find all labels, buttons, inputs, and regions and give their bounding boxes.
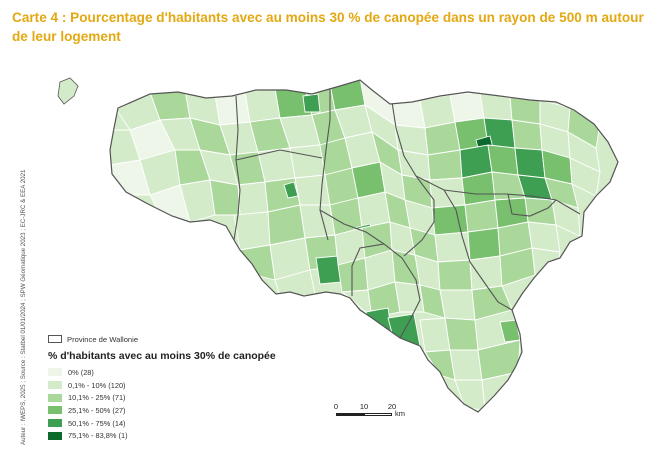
municipality <box>365 307 393 341</box>
legend-item-0: 0% (28) <box>48 366 348 379</box>
municipality <box>302 93 321 113</box>
province-swatch <box>48 335 62 343</box>
legend-label-1: 0,1% - 10% (120) <box>68 380 126 390</box>
legend-swatch-5 <box>48 431 62 440</box>
wallonia-outline <box>109 79 619 413</box>
municipality <box>531 247 561 276</box>
enclave-comines <box>57 77 79 105</box>
legend-swatch-1 <box>48 381 62 390</box>
legend-label-0: 0% (28) <box>68 367 94 377</box>
municipality <box>257 147 296 183</box>
municipality <box>244 87 281 123</box>
map-title: Carte 4 : Pourcentage d'habitants avec a… <box>12 10 644 44</box>
municipality <box>479 91 513 121</box>
legend-item-3: 25,1% - 50% (27) <box>48 404 348 417</box>
municipality <box>391 99 426 129</box>
municipality <box>239 244 276 281</box>
scale-segment-light <box>364 413 392 416</box>
municipality <box>514 147 546 179</box>
map-legend: Province de Wallonie % d'habitants avec … <box>48 333 348 442</box>
municipality <box>499 247 536 287</box>
municipality <box>437 259 473 291</box>
legend-item-5: 75,1% - 83,8% (1) <box>48 429 348 442</box>
legend-item-1: 0,1% - 10% (120) <box>48 379 348 392</box>
legend-swatch-2 <box>48 393 62 402</box>
municipality <box>209 179 241 216</box>
province-label: Province de Wallonie <box>67 334 139 344</box>
legend-items: 0% (28) 0,1% - 10% (120) 10,1% - 25% (71… <box>48 366 348 442</box>
municipality <box>351 161 386 199</box>
legend-label-3: 25,1% - 50% (27) <box>68 405 126 415</box>
scale-tick-10: 10 <box>359 402 369 411</box>
scale-bar: 0 10 20 km <box>334 402 434 422</box>
province-boundaries <box>233 86 581 339</box>
municipality <box>511 119 543 151</box>
legend-title: % d'habitants avec au moins 30% de canop… <box>48 350 276 362</box>
municipality <box>467 227 501 261</box>
municipality <box>429 177 466 209</box>
municipality <box>289 144 326 179</box>
municipality <box>431 204 469 236</box>
legend-item-2: 10,1% - 25% (71) <box>48 391 348 404</box>
municipality <box>424 121 461 156</box>
province-legend-row: Province de Wallonie <box>48 333 348 345</box>
municipality <box>434 231 471 263</box>
legend-swatch-3 <box>48 406 62 415</box>
municipality <box>527 221 561 253</box>
legend-swatch-0 <box>48 368 62 377</box>
municipality <box>461 171 496 206</box>
municipality <box>233 211 271 251</box>
legend-label-2: 10,1% - 25% (71) <box>68 393 126 403</box>
municipality <box>444 317 479 351</box>
municipality <box>551 199 581 237</box>
legend-label-5: 75,1% - 83,8% (1) <box>68 431 128 441</box>
municipality <box>487 144 519 176</box>
legend-item-4: 50,1% - 75% (14) <box>48 417 348 430</box>
municipality-patches <box>110 80 601 411</box>
municipality <box>449 349 483 381</box>
municipality <box>464 199 499 233</box>
legend-label-4: 50,1% - 75% (14) <box>68 418 126 428</box>
scale-unit: km <box>395 409 405 418</box>
scale-segment-dark <box>336 413 364 416</box>
scale-tick-20: 20 <box>387 402 397 411</box>
legend-swatch-4 <box>48 419 62 428</box>
municipality <box>294 174 331 206</box>
municipality <box>237 181 269 216</box>
scale-tick-0: 0 <box>333 402 339 411</box>
municipality <box>299 204 336 239</box>
municipality <box>439 289 476 321</box>
municipality <box>449 91 485 123</box>
municipality <box>329 80 366 111</box>
municipality <box>427 149 463 181</box>
